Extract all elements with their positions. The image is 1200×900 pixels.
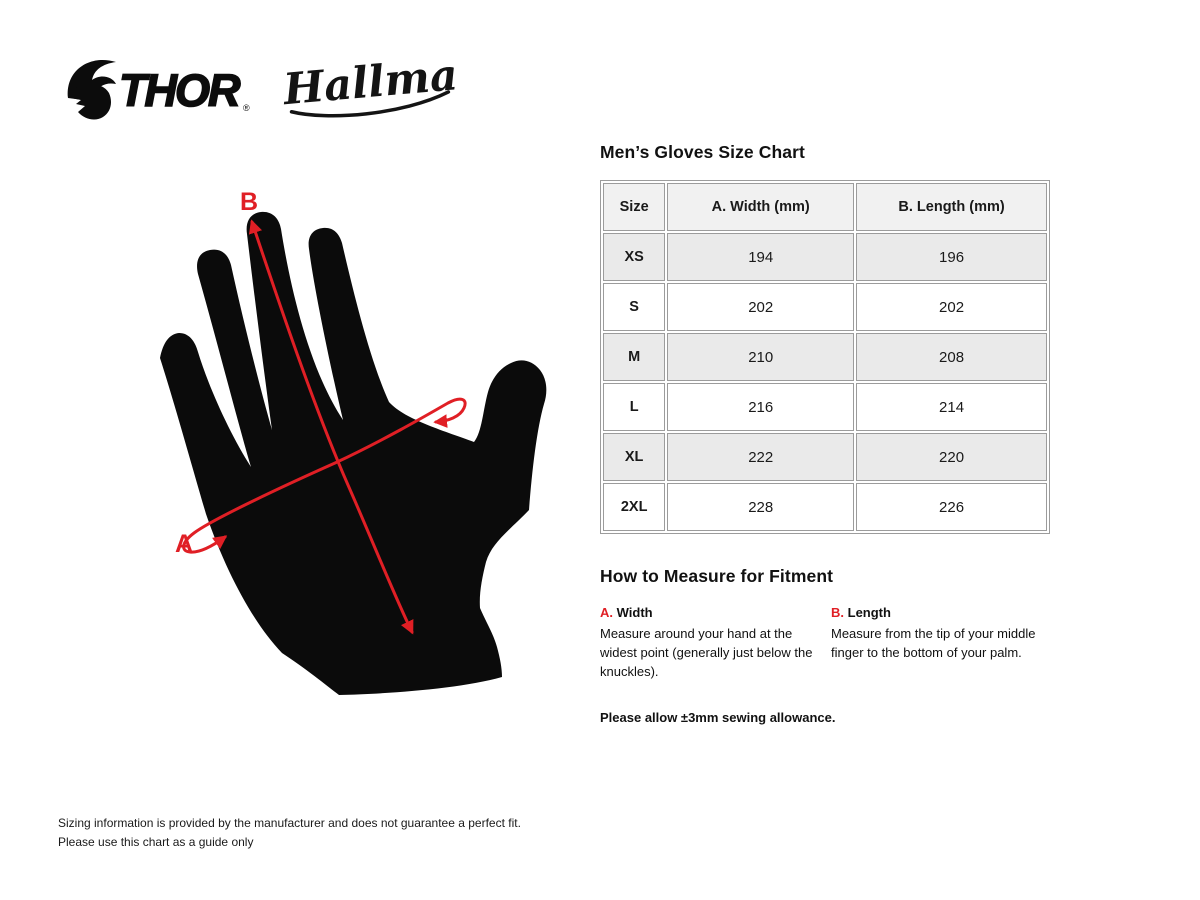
width-cell: 216 [667,383,855,431]
size-chart-title: Men’s Gloves Size Chart [600,142,805,162]
size-cell: XL [603,433,666,481]
size-cell: XS [603,233,666,281]
measure-key-a: A. [600,605,613,620]
length-cell: 202 [856,283,1047,331]
table-header-row: Size A. Width (mm) B. Length (mm) [603,183,1047,231]
size-chart-section: Men’s Gloves Size Chart Size A. Width (m… [600,142,1052,725]
length-cell: 208 [856,333,1047,381]
size-chart-table: Size A. Width (mm) B. Length (mm) XS 194… [600,180,1050,534]
width-cell: 202 [667,283,855,331]
brand-logos: THOR ® Hallman [62,54,456,120]
table-row: M 210 208 [603,333,1047,381]
table-row: 2XL 228 226 [603,483,1047,531]
hallman-logo: Hallman [280,55,456,118]
measure-description: Measure around your hand at the widest p… [600,626,813,679]
measure-name: Width [616,605,653,620]
column-header-length: B. Length (mm) [856,183,1047,231]
length-cell: 214 [856,383,1047,431]
how-to-measure-title: How to Measure for Fitment [600,566,834,586]
footer-line-2: Please use this chart as a guide only [58,834,254,849]
table-row: XS 194 196 [603,233,1047,281]
measure-key-b: B. [831,605,844,620]
hallman-swash [289,90,451,118]
length-cell: 196 [856,233,1047,281]
width-cell: 194 [667,233,855,281]
width-cell: 210 [667,333,855,381]
sewing-allowance-note: Please allow ±3mm sewing allowance. [600,709,836,725]
measure-item-width: A. Width Measure around your hand at the… [600,605,821,682]
hallman-wordmark: Hallman [280,55,456,115]
hand-measurement-diagram: B A [130,180,570,700]
width-cell: 222 [667,433,855,481]
size-cell: L [603,383,666,431]
table-row: L 216 214 [603,383,1047,431]
how-to-measure-section: How to Measure for Fitment A. Width Meas… [600,566,1052,725]
label-b: B [240,188,258,216]
thor-logo: THOR ® [67,59,250,120]
measure-name: Length [847,605,891,620]
thor-helmet-icon [67,59,116,120]
column-header-size: Size [603,183,666,231]
thor-wordmark: THOR [119,65,241,116]
measure-item-length: B. Length Measure from the tip of your m… [831,605,1052,682]
width-cell: 228 [667,483,855,531]
measure-description: Measure from the tip of your middle fing… [831,626,1036,660]
thor-registered-mark: ® [243,103,250,113]
size-cell: 2XL [603,483,666,531]
size-cell: S [603,283,666,331]
measure-label: A. Width [600,605,821,620]
width-measure-arrow [182,397,467,554]
footer-line-1: Sizing information is provided by the ma… [58,816,521,830]
table-row: XL 222 220 [603,433,1047,481]
footer-disclaimer: Sizing information is provided by the ma… [58,814,521,851]
label-a: A [175,530,193,558]
column-header-width: A. Width (mm) [667,183,855,231]
measure-label: B. Length [831,605,1052,620]
length-cell: 220 [856,433,1047,481]
length-cell: 226 [856,483,1047,531]
size-cell: M [603,333,666,381]
table-row: S 202 202 [603,283,1047,331]
